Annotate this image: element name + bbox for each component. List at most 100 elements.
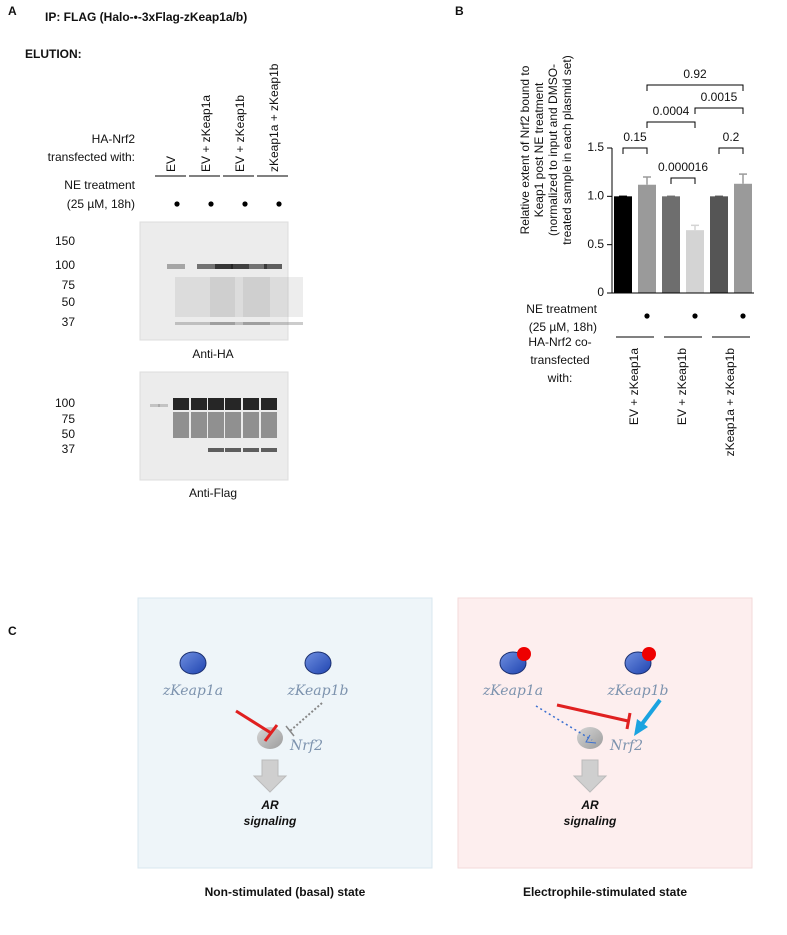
inhibition-bar xyxy=(625,712,632,730)
electrophile xyxy=(642,647,656,661)
elution-label: ELUTION: xyxy=(25,47,82,61)
y-axis-label: (normalized to input and DMSO- xyxy=(546,64,560,236)
keap1a-label: zKeap1a xyxy=(162,683,223,699)
band xyxy=(208,412,224,438)
signal-arrow xyxy=(572,759,608,793)
transfection-label: transfected with: xyxy=(48,150,135,164)
treatment-dot xyxy=(174,201,180,207)
y-axis-label: Relative extent of Nrf2 bound to xyxy=(518,65,532,234)
significance-bracket xyxy=(670,177,696,184)
electrophile xyxy=(517,647,531,661)
bar xyxy=(638,184,656,293)
band xyxy=(167,264,185,269)
significance-bracket xyxy=(646,121,696,128)
treatment-label: NE treatment xyxy=(64,178,135,192)
p-value: 0.15 xyxy=(623,130,647,144)
size-marker: 37 xyxy=(62,315,76,329)
significance-bracket xyxy=(694,107,744,114)
treatment-dot xyxy=(208,201,214,207)
panel-title: IP: FLAG (Halo-•-3xFlag-zKeap1a/b) xyxy=(45,10,247,24)
p-value: 0.0004 xyxy=(653,104,690,118)
band xyxy=(225,448,241,452)
group-title: with: xyxy=(547,371,573,385)
treatment-label: (25 µM, 18h) xyxy=(67,197,135,211)
band xyxy=(197,264,215,269)
p-value: 0.92 xyxy=(683,67,707,81)
arrowhead xyxy=(585,734,597,744)
band xyxy=(243,448,259,452)
nrf2-protein xyxy=(577,727,603,749)
band xyxy=(175,322,235,325)
band xyxy=(243,322,303,325)
p-value: 0.0015 xyxy=(701,90,738,104)
lane-label: EV xyxy=(164,156,178,172)
y-axis-label: Keap1 post NE treatment xyxy=(532,82,546,217)
band xyxy=(225,412,241,438)
band xyxy=(243,398,259,410)
significance-bracket xyxy=(718,147,744,154)
band xyxy=(261,448,277,452)
band xyxy=(249,264,267,269)
bar xyxy=(662,196,680,293)
inhibition xyxy=(556,703,629,723)
band xyxy=(225,398,241,410)
band xyxy=(210,277,270,317)
band xyxy=(243,412,259,438)
size-marker: 50 xyxy=(62,427,76,441)
significance-bracket xyxy=(646,84,744,91)
group-title: HA-Nrf2 co- xyxy=(528,335,591,349)
band xyxy=(215,264,233,269)
size-marker: 100 xyxy=(55,396,75,410)
band xyxy=(261,412,277,438)
size-marker: 37 xyxy=(62,442,76,456)
bar xyxy=(710,196,728,293)
blot-label: Anti-Flag xyxy=(189,486,237,500)
treatment-dot xyxy=(242,201,248,207)
y-axis-label: treated sample in each plasmid set) xyxy=(560,55,574,244)
size-marker: 100 xyxy=(55,258,75,272)
inhibition xyxy=(235,709,272,735)
group-label: zKeap1a + zKeap1b xyxy=(723,348,737,457)
lane-label: EV + zKeap1b xyxy=(233,95,247,172)
band xyxy=(231,264,249,269)
arrowhead xyxy=(634,719,648,736)
inhibition-bar xyxy=(285,725,295,737)
nrf2-label: Nrf2 xyxy=(289,738,323,754)
state-caption: Non-stimulated (basal) state xyxy=(205,885,366,899)
nrf2-label: Nrf2 xyxy=(609,738,643,754)
keap1b-label: zKeap1b xyxy=(287,683,349,699)
keap1a-label: zKeap1a xyxy=(482,683,543,699)
output-label: AR xyxy=(260,798,279,812)
state-box xyxy=(137,597,433,869)
treatment-dot xyxy=(276,201,282,207)
band xyxy=(150,404,160,407)
transfection-label: HA-Nrf2 xyxy=(92,132,136,146)
y-tick-label: 0 xyxy=(597,285,604,299)
nrf2-protein xyxy=(257,727,283,749)
band xyxy=(175,277,235,317)
inhibition-bar xyxy=(263,724,279,742)
keap1-protein xyxy=(304,651,332,675)
keap1-protein xyxy=(179,651,207,675)
group-title: transfected xyxy=(530,353,589,367)
size-marker: 50 xyxy=(62,295,76,309)
panel-letter: B xyxy=(455,4,464,18)
band xyxy=(208,398,224,410)
bar xyxy=(686,230,704,293)
size-marker: 150 xyxy=(55,234,75,248)
band xyxy=(264,264,282,269)
output-label: AR xyxy=(580,798,599,812)
band xyxy=(243,277,303,317)
size-marker: 75 xyxy=(62,278,76,292)
output-label: signaling xyxy=(244,814,297,828)
treatment-dot xyxy=(644,313,650,319)
band xyxy=(173,398,189,410)
band xyxy=(210,322,270,325)
size-marker: 75 xyxy=(62,412,76,426)
keap1b-label: zKeap1b xyxy=(607,683,669,699)
bar xyxy=(734,183,752,293)
lane-label: zKeap1a + zKeap1b xyxy=(267,63,281,172)
treatment-dot xyxy=(692,313,698,319)
y-tick-label: 1.0 xyxy=(587,189,604,203)
